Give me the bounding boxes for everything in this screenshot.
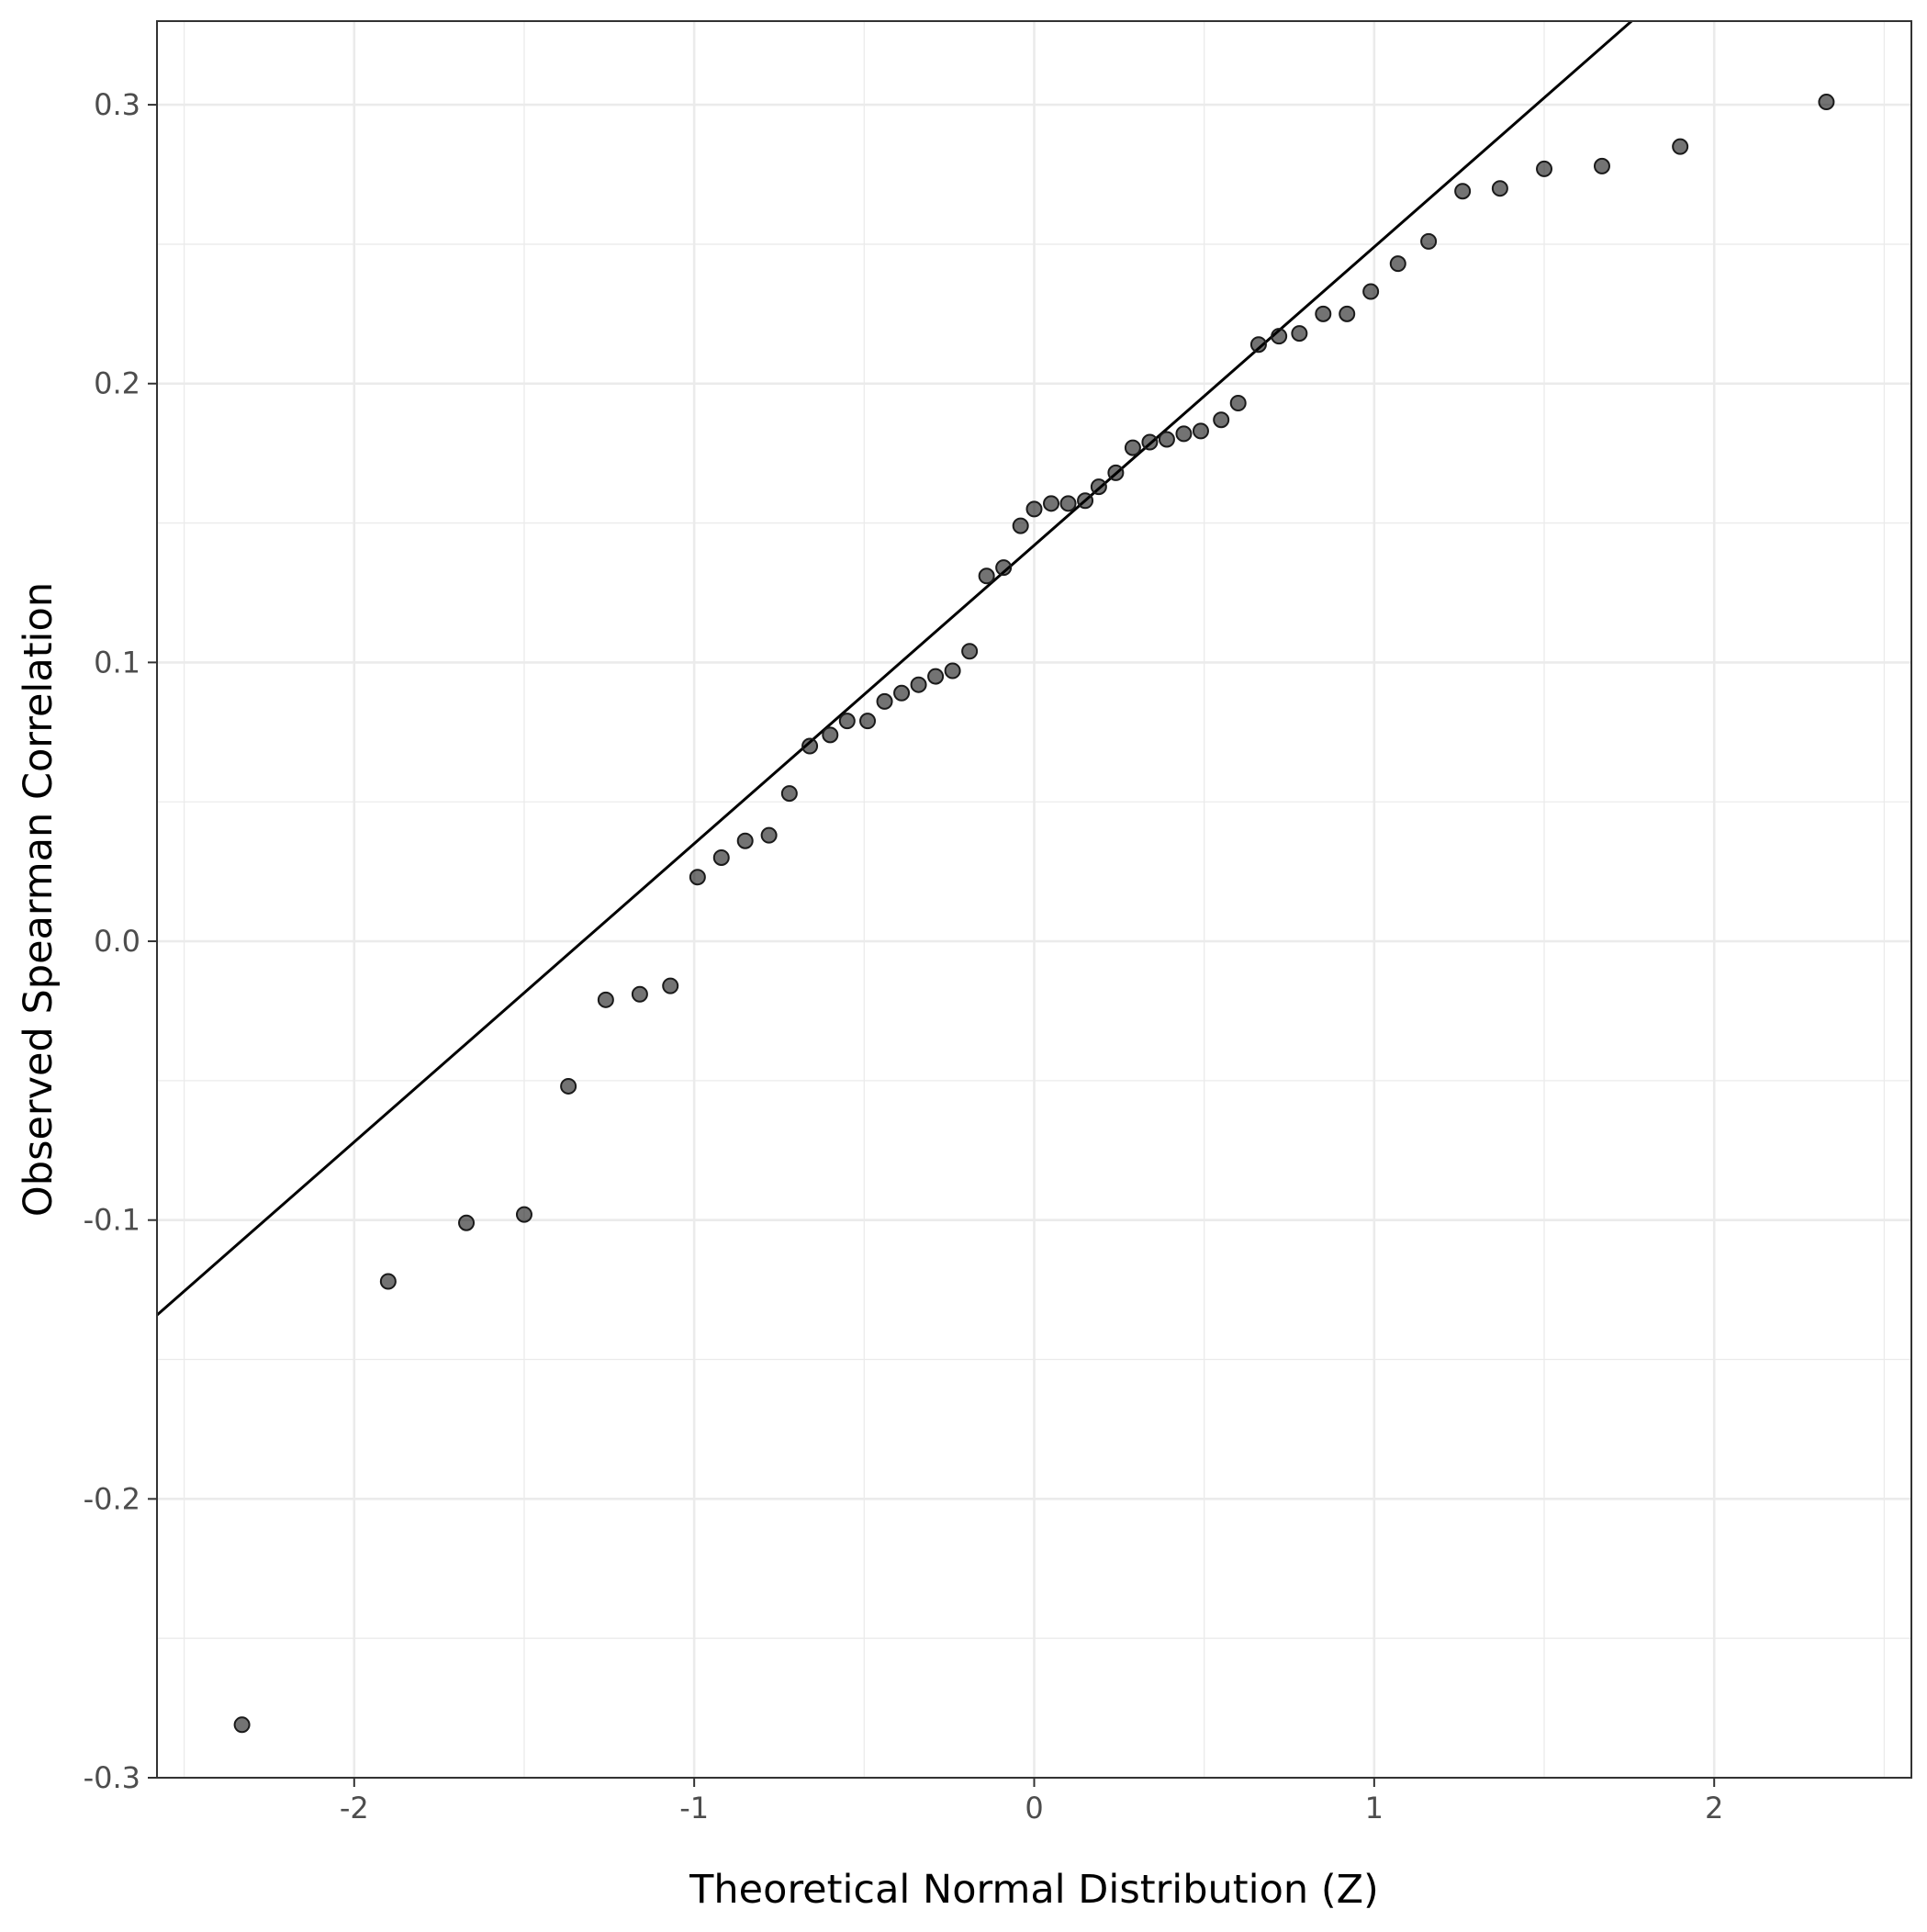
data-point [961,643,979,660]
data-point [736,832,754,849]
data-point [1090,478,1107,496]
x-axis-ticks: -2 -1 0 1 2 [340,1778,1723,1825]
data-point [1107,464,1125,481]
data-point [780,785,798,803]
data-point [995,559,1013,577]
data-point [1158,431,1175,448]
data-point [631,985,648,1003]
reference-line-layer [157,21,1634,1317]
y-tick-label: -0.1 [84,1203,140,1238]
data-point [1025,500,1043,518]
data-point [760,826,778,844]
qq-reference-line [157,21,1634,1317]
data-point [1420,232,1438,250]
data-point [1818,94,1835,111]
y-tick-label: 0.1 [94,645,140,680]
data-point [1141,433,1159,451]
data-point [978,567,995,585]
data-point [859,713,877,730]
x-tick-label: -2 [340,1791,369,1825]
grid-lines [157,21,1911,1780]
data-point [597,991,614,1008]
data-point [876,692,893,710]
data-point [893,684,911,702]
data-point [944,662,961,680]
data-point [1229,395,1247,412]
data-point [1291,325,1308,343]
y-tick-label: 0.3 [94,87,140,122]
data-point [1339,305,1356,322]
data-point [689,869,706,886]
y-tick-label: -0.2 [84,1481,140,1516]
data-point [1192,422,1209,440]
x-tick-label: -1 [679,1791,709,1825]
y-axis-ticks: -0.3 -0.2 -0.1 0.0 0.1 0.2 0.3 [84,87,157,1795]
data-point [233,1716,251,1734]
data-point [1175,425,1193,443]
data-point [1012,517,1029,534]
data-point [1059,495,1077,512]
data-point [1043,495,1060,512]
data-point [801,737,819,755]
data-point [1362,283,1380,300]
data-point [1124,439,1141,456]
data-point [1536,160,1553,177]
data-point [458,1214,476,1231]
data-point [1077,492,1094,510]
data-point [712,848,730,866]
data-point [515,1206,532,1223]
x-tick-label: 2 [1705,1791,1723,1825]
y-tick-label: 0.0 [94,924,140,959]
x-axis-title: Theoretical Normal Distribution (Z) [689,1867,1379,1913]
x-tick-label: 0 [1025,1791,1043,1825]
data-point [1271,328,1288,345]
data-point [379,1273,397,1290]
x-tick-label: 1 [1365,1791,1384,1825]
data-point [1672,138,1689,155]
data-point [1491,180,1508,197]
data-point [822,726,839,744]
data-point [662,977,679,994]
data-point [910,676,927,693]
data-point [1454,183,1472,200]
data-point [1315,305,1332,322]
y-tick-label: 0.2 [94,366,140,401]
data-point [560,1077,577,1095]
data-point [1593,157,1610,174]
data-point [1389,255,1406,273]
data-point [1249,336,1267,354]
data-point [927,668,945,685]
y-tick-label: -0.3 [84,1760,140,1795]
y-axis-title: Observed Spearman Correlation [16,582,62,1217]
data-point [1213,411,1230,429]
data-points [233,94,1835,1734]
data-point [838,713,856,730]
